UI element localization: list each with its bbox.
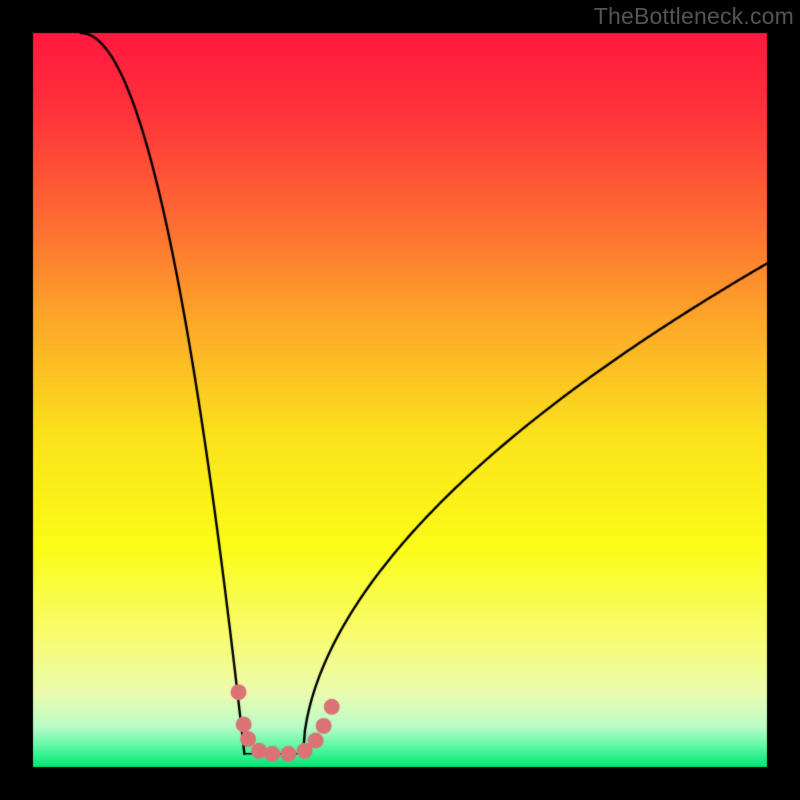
bottleneck-chart [0,0,800,800]
